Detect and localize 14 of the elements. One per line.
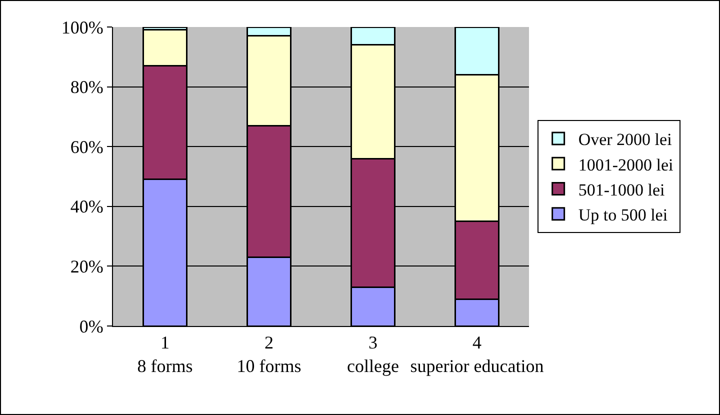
y-tick-label: 100% [61,17,104,38]
legend-label: 501-1000 lei [578,180,665,200]
legend-label: 1001-2000 lei [578,155,674,174]
legend-label: Over 2000 lei [578,130,672,150]
y-tick-label: 0% [79,316,104,336]
y-tick-label: 80% [70,77,104,98]
x-tick-label: 3 college [347,332,399,376]
legend-label: Up to 500 lei [578,205,668,224]
y-tick-label: 60% [70,136,104,157]
x-tick-label: 2 10 forms [236,332,302,376]
y-tick-label: 40% [70,196,104,217]
x-tick-label: 4 superior education [410,332,544,376]
x-tick-label: 1 8 forms [137,332,193,376]
y-tick-label: 20% [70,256,104,276]
